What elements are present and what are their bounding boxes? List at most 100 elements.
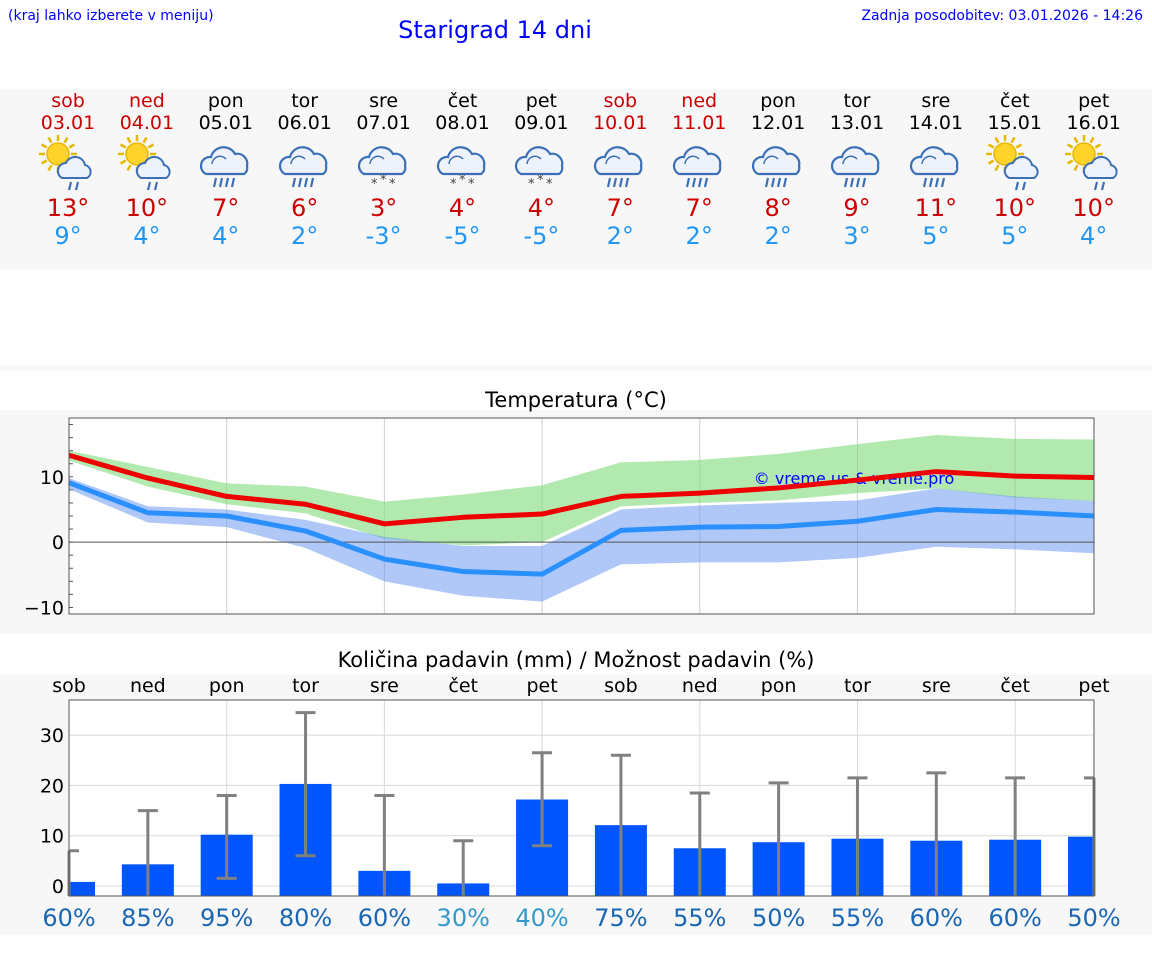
temp-min: -5°	[444, 222, 481, 250]
min-temp-range-band	[69, 478, 1094, 602]
precip-chart: 0 10 20 30 sob ned pon tor sre čet pet sob ned pon tor…	[40, 675, 1121, 932]
temp-min: 3°	[843, 222, 871, 250]
day-date: 11.01	[671, 112, 727, 134]
precip-probability: 60%	[988, 904, 1041, 932]
precip-probability: 95%	[200, 904, 253, 932]
category-label: pon	[761, 675, 797, 697]
cloud-rain-icon	[896, 134, 975, 194]
temp-max: 9°	[843, 194, 871, 222]
max-temp-line	[68, 452, 1095, 527]
forecast-day: pon 12.01 8° 2°	[739, 89, 818, 250]
forecast-day: sob 03.01 13° 9°	[29, 89, 108, 250]
day-date: 14.01	[908, 112, 964, 134]
forecast-day: sre 14.01 11° 5°	[896, 89, 975, 250]
precip-bar	[69, 881, 95, 896]
category-label: sre	[370, 675, 399, 697]
cloud-snow-icon: * * *	[502, 134, 581, 194]
cloud-rain-icon	[818, 134, 897, 194]
day-date: 12.01	[750, 112, 806, 134]
day-date: 15.01	[987, 112, 1042, 134]
svg-text:*: *	[459, 173, 466, 188]
temp-max: 10°	[1072, 194, 1115, 222]
temp-min: 9°	[54, 222, 82, 250]
temp-min: 5°	[1001, 222, 1029, 250]
svg-text:*: *	[380, 173, 387, 188]
precip-chart-title: Količina padavin (mm) / Možnost padavin …	[337, 648, 815, 672]
precip-probability: 55%	[831, 904, 884, 932]
svg-text:*: *	[537, 173, 544, 188]
day-name: čet	[1000, 90, 1030, 112]
day-date: 05.01	[198, 112, 253, 134]
category-label: čet	[448, 675, 478, 697]
cloud-rain-icon	[739, 134, 818, 194]
temp-max: 7°	[685, 194, 713, 222]
temp-max: 8°	[764, 194, 792, 222]
day-name: pet	[525, 90, 557, 112]
svg-text:*: *	[371, 177, 378, 192]
temperature-chart-title: Temperatura (°C)	[485, 388, 667, 412]
day-name: ned	[681, 90, 718, 112]
day-date: 08.01	[435, 112, 490, 134]
plot-frame	[68, 417, 1095, 615]
temp-min: 5°	[922, 222, 950, 250]
temp-min: -3°	[365, 222, 402, 250]
y-tick-label: 0	[52, 876, 64, 898]
sun-cloud-rain-icon	[107, 134, 186, 194]
cloud-rain-icon	[186, 134, 265, 194]
cloud-rain-icon	[265, 134, 344, 194]
temp-min: 4°	[212, 222, 240, 250]
category-label: pon	[209, 675, 245, 697]
precip-probability: 50%	[1067, 904, 1120, 932]
precip-probability: 80%	[279, 904, 332, 932]
temp-max: 10°	[993, 194, 1037, 222]
temp-max: 10°	[125, 194, 169, 222]
min-temp-line	[68, 480, 1095, 577]
forecast-day: pet 09.01 * * * 4° -5°	[502, 89, 581, 250]
forecast-day: ned 04.01 10° 4°	[107, 89, 186, 250]
category-label: čet	[1000, 675, 1030, 697]
category-label: tor	[292, 675, 319, 697]
cloud-rain-icon	[581, 134, 660, 194]
y-tick-label: 10	[40, 467, 64, 489]
sun-cloud-rain-icon	[975, 134, 1054, 194]
forecast-day: sob 10.01 7° 2°	[581, 89, 660, 250]
svg-text:*: *	[468, 177, 475, 192]
cloud-snow-icon: * * *	[423, 134, 502, 194]
temp-max: 3°	[369, 194, 398, 222]
category-label: sob	[52, 675, 86, 697]
day-name: sob	[51, 90, 85, 112]
forecast-day: čet 08.01 * * * 4° -5°	[423, 89, 502, 250]
last-update: Zadnja posodobitev: 03.01.2026 - 14:26	[861, 8, 1143, 24]
forecast-day: čet 15.01 10° 5°	[975, 89, 1054, 250]
day-name: tor	[291, 90, 319, 112]
precip-probability: 60%	[358, 904, 411, 932]
temp-max: 7°	[606, 194, 634, 222]
day-date: 13.01	[829, 112, 885, 134]
sun-cloud-rain-icon	[1054, 134, 1133, 194]
day-name: ned	[128, 90, 165, 112]
sun-cloud-rain-icon	[29, 134, 108, 194]
forecast-day: ned 11.01 7° 2°	[660, 89, 739, 250]
plot-frame	[68, 699, 1095, 897]
y-tick-label: 30	[40, 725, 64, 747]
category-label: ned	[130, 675, 166, 697]
precip-probability: 50%	[752, 904, 805, 932]
category-label: sre	[922, 675, 951, 697]
temp-max: 11°	[914, 194, 958, 222]
temp-max: 4°	[448, 194, 477, 222]
category-label: tor	[844, 675, 871, 697]
svg-text:*: *	[546, 177, 553, 192]
day-date: 04.01	[119, 112, 175, 134]
temp-min: 4°	[133, 222, 161, 250]
temp-min: 2°	[764, 222, 792, 250]
day-date: 06.01	[277, 112, 332, 134]
forecast-day: sre 07.01 * * * 3° -3°	[344, 89, 423, 250]
precip-probability: 75%	[594, 904, 647, 932]
temp-max: 4°	[527, 194, 556, 222]
day-name: pon	[207, 90, 244, 112]
forecast-band	[0, 89, 1152, 269]
precip-probability: 40%	[515, 904, 568, 932]
cloud-snow-icon: * * *	[344, 134, 423, 194]
day-name: sre	[921, 90, 951, 112]
